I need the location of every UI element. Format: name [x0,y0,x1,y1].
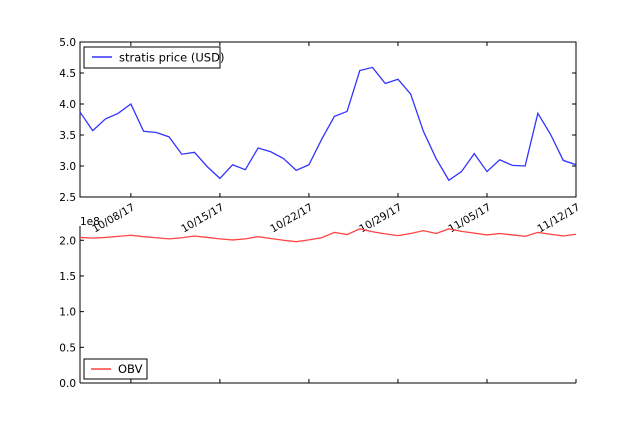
obv-axes: 0.0 0.5 1.0 1.5 2.0 1e8 OBV [59,216,577,390]
obv-legend: OBV [83,358,148,380]
price-y-tick-label: 4.5 [59,68,76,80]
price-y-tick-label: 5.0 [59,37,76,49]
obv-y-ticks: 0.0 0.5 1.0 1.5 2.0 [59,235,577,390]
price-x-tick-label: 10/15/17 [179,201,226,235]
price-axes: 2.53.03.54.04.55.0 10/08/17 10/15/17 10/22… [59,37,582,235]
price-y-tick-label: 3.0 [59,161,76,173]
obv-y-tick-label: 1.5 [59,271,76,283]
price-x-tick-label: 10/22/17 [268,201,315,235]
obv-y-tick-label: 0.0 [59,378,76,390]
obv-y-tick-label: 1.0 [59,307,76,319]
price-x-ticks: 10/08/17 10/15/17 10/22/17 10/29/17 11/05/17… [90,42,582,235]
price-y-tick-label: 3.5 [59,130,76,142]
obv-y-tick-label: 0.5 [59,342,76,354]
obv-legend-box [83,358,148,380]
price-legend: stratis price (USD) [83,46,224,69]
price-series-line [79,66,577,182]
obv-legend-label: OBV [118,362,143,376]
price-y-ticks: 2.5 3.0 3.5 4.0 4.5 5.0 [59,37,576,204]
obv-y-multiplier: 1e8 [80,216,100,228]
obv-y-tick-label: 2.0 [59,235,76,247]
price-axes-frame [79,41,577,198]
price-x-tick-label: 11/12/17 [535,201,582,235]
obv-series-line [79,228,577,243]
price-legend-label: stratis price (USD) [119,51,224,65]
price-legend-box [83,46,221,69]
price-y-tick-label: 2.5 [59,192,76,204]
price-y-tick-label: 4.0 [59,99,76,111]
